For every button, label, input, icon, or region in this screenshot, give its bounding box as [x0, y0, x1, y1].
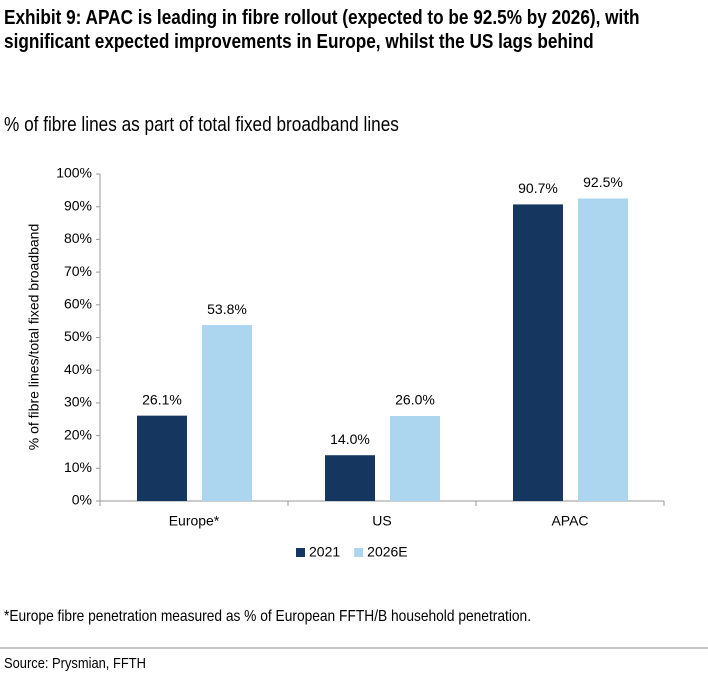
y-tick-label: 30% — [64, 394, 92, 410]
x-tick-label: APAC — [551, 513, 588, 529]
data-label: 26.0% — [395, 392, 435, 408]
bar — [137, 415, 187, 501]
y-tick-label: 60% — [64, 296, 92, 312]
legend-swatch — [354, 548, 364, 557]
bar — [578, 198, 628, 501]
data-label: 26.1% — [142, 391, 182, 407]
footnote: *Europe fibre penetration measured as % … — [4, 608, 532, 625]
y-tick-label: 90% — [64, 197, 92, 213]
source: Source: Prysmian, FFTH — [4, 655, 146, 672]
legend-label: 2026E — [367, 544, 407, 560]
bar — [202, 325, 252, 501]
y-tick-label: 40% — [64, 361, 92, 377]
bar — [390, 415, 440, 501]
bar — [513, 204, 563, 501]
chart-title: Exhibit 9: APAC is leading in fibre roll… — [4, 7, 640, 53]
data-label: 92.5% — [583, 174, 623, 190]
y-tick-label: 0% — [72, 492, 92, 508]
y-axis-label: % of fibre lines/total fixed broadband — [26, 224, 42, 450]
y-tick-label: 70% — [64, 263, 92, 279]
y-tick-label: 50% — [64, 328, 92, 344]
y-tick-label: 10% — [64, 459, 92, 475]
x-tick-label: Europe* — [169, 513, 220, 529]
y-tick-label: 20% — [64, 426, 92, 442]
data-label: 14.0% — [330, 431, 370, 447]
y-tick-label: 80% — [64, 230, 92, 246]
x-tick-label: US — [372, 513, 391, 529]
legend-swatch — [296, 548, 305, 557]
data-label: 53.8% — [207, 301, 247, 317]
bar — [325, 455, 375, 501]
data-label: 90.7% — [518, 180, 558, 196]
chart-subtitle: % of fibre lines as part of total fixed … — [4, 114, 399, 136]
legend-label: 2021 — [309, 544, 340, 560]
y-tick-label: 100% — [56, 165, 92, 181]
